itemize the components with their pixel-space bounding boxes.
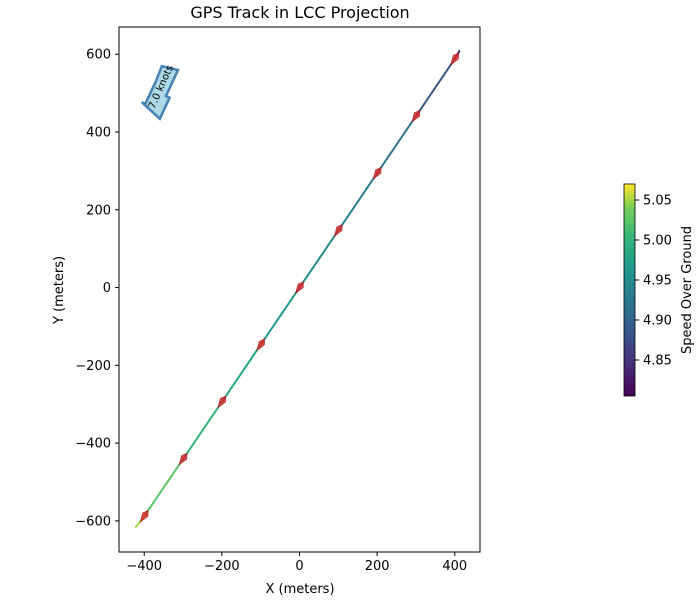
- direction-marker: [372, 166, 382, 180]
- x-axis: −400 −200 0 200 400: [126, 552, 467, 574]
- direction-marker: [139, 509, 149, 523]
- direction-marker: [256, 338, 265, 352]
- y-axis-label: Y (meters): [52, 256, 67, 325]
- colorbar-tick-label: 4.95: [643, 274, 672, 289]
- colorbar: [623, 183, 636, 397]
- track-segment: [143, 458, 185, 518]
- track-segment: [259, 286, 301, 346]
- gps-track: [134, 50, 461, 529]
- y-tick-label: −600: [75, 514, 111, 529]
- x-tick-label: 0: [295, 559, 303, 574]
- colorbar-ticks: 4.85 4.90 4.95 5.00 5.05: [635, 194, 672, 369]
- x-axis-label: X (meters): [265, 582, 334, 597]
- x-tick-label: −200: [204, 559, 240, 574]
- track-segment: [298, 229, 340, 289]
- direction-marker: [178, 452, 188, 466]
- colorbar-tick-label: 5.00: [643, 234, 672, 249]
- track-segment: [414, 57, 456, 118]
- colorbar-tick-label: 5.05: [643, 194, 672, 209]
- direction-marker: [333, 224, 343, 237]
- track-segment: [220, 343, 262, 403]
- track-segment: [337, 172, 379, 232]
- x-tick-label: −400: [126, 559, 162, 574]
- colorbar-tick-label: 4.85: [643, 354, 672, 369]
- y-tick-label: −400: [75, 437, 111, 452]
- track-segment: [376, 115, 417, 175]
- y-tick-label: 400: [86, 126, 111, 141]
- direction-marker: [450, 52, 460, 66]
- direction-marker: [295, 281, 304, 295]
- y-tick-label: 600: [86, 48, 111, 63]
- y-tick-label: 200: [86, 203, 111, 218]
- y-tick-label: 0: [103, 281, 111, 296]
- direction-markers: [139, 52, 460, 523]
- colorbar-label: Speed Over Ground: [680, 226, 695, 354]
- x-tick-label: 200: [365, 559, 390, 574]
- track-segment: [182, 400, 223, 461]
- y-axis: −600 −400 −200 0 200 400 600: [75, 48, 119, 529]
- direction-marker: [411, 109, 421, 123]
- direction-marker: [217, 395, 227, 409]
- colorbar-tick-label: 4.90: [643, 314, 672, 329]
- x-tick-label: 400: [442, 559, 467, 574]
- chart-title: GPS Track in LCC Projection: [190, 3, 409, 22]
- y-tick-label: −200: [75, 359, 111, 374]
- callout-arrow-icon: [140, 64, 180, 121]
